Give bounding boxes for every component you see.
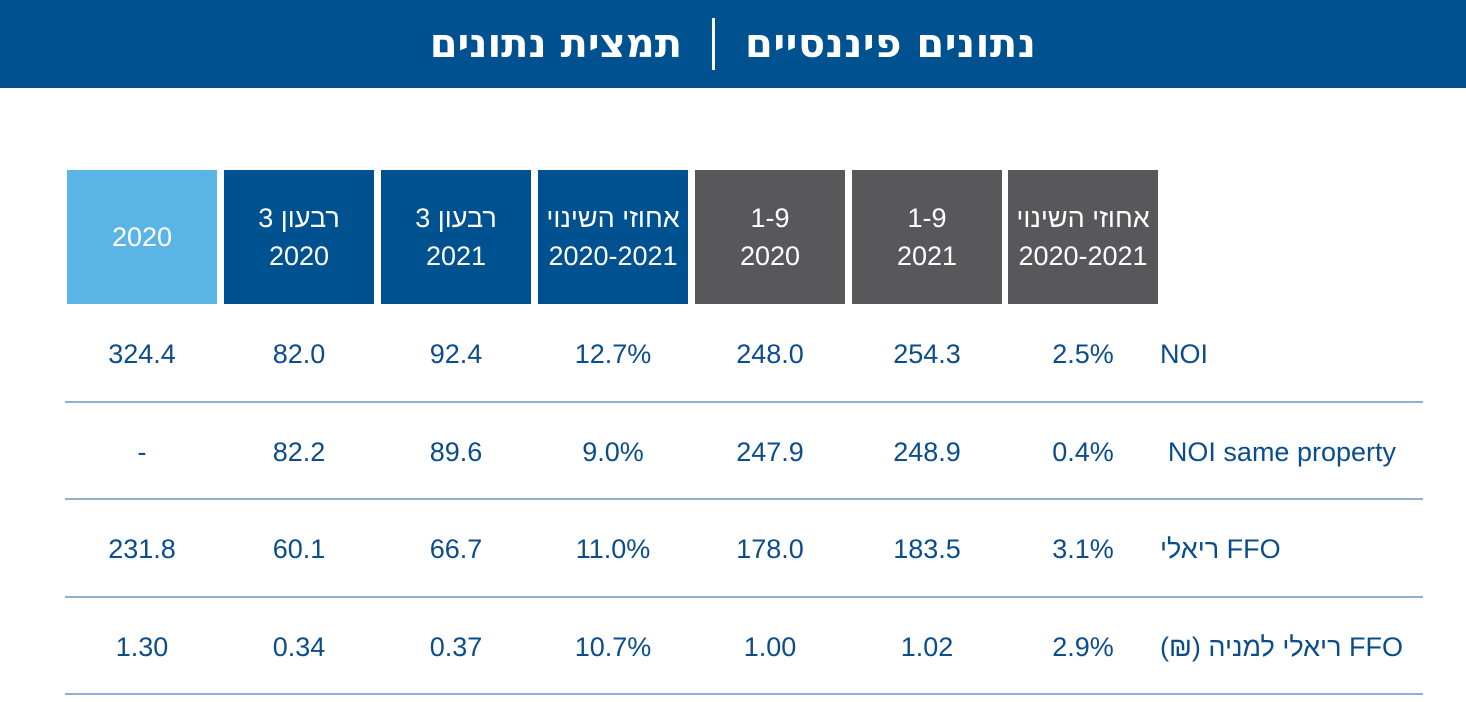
cell-2020-annual: -	[137, 437, 147, 467]
cell-9m-2020: 248.0	[736, 339, 804, 369]
header-col-9m-change: אחוזי השינוי 2020-2021	[1008, 170, 1158, 304]
cell-2020-annual: 324.4	[108, 339, 176, 369]
header-line1: 2020	[111, 222, 173, 252]
row-divider	[65, 401, 1423, 403]
cell-2020-annual: 1.30	[115, 632, 169, 662]
cell-9m-2020: 178.0	[736, 534, 804, 564]
cell-9m-change: 0.4%	[1052, 437, 1114, 467]
row-divider	[65, 596, 1423, 598]
row-label: FFO ריאלי למניה (₪)	[1160, 632, 1403, 662]
header-line1: 1-9	[907, 203, 947, 233]
cell-2020-annual: 231.8	[108, 534, 176, 564]
banner-title-main: נתונים פיננסיים	[745, 21, 1037, 67]
header-col-9m-2021: 1-9 2021	[852, 170, 1002, 304]
cell-9m-change: 3.1%	[1052, 534, 1114, 564]
header-line1: רבעון 3	[415, 203, 497, 233]
header-line1: 1-9	[750, 203, 790, 233]
cell-q3-2020: 60.1	[272, 534, 326, 564]
header-line2: 2020-2021	[1018, 241, 1148, 271]
cell-q3-change: 9.0%	[582, 437, 644, 467]
cell-q3-2020: 0.34	[272, 632, 326, 662]
header-col-q3-change: אחוזי השינוי 2020-2021	[538, 170, 688, 304]
header-col-9m-2020: 1-9 2020	[695, 170, 845, 304]
cell-9m-2021: 248.9	[893, 437, 961, 467]
row-divider	[65, 498, 1423, 500]
cell-9m-change: 2.9%	[1052, 632, 1114, 662]
cell-q3-change: 11.0%	[575, 534, 651, 564]
row-divider	[65, 693, 1423, 695]
row-label: FFO ריאלי	[1160, 534, 1281, 564]
header-line1: אחוזי השינוי	[1016, 203, 1150, 233]
header-line1: אחוזי השינוי	[546, 203, 680, 233]
cell-q3-change: 10.7%	[574, 632, 652, 662]
header-line2: 2020	[268, 241, 330, 271]
cell-q3-2020: 82.2	[272, 437, 326, 467]
header-col-q3-2020: רבעון 3 2020	[224, 170, 374, 304]
banner-title-sub: תמצית נתונים	[429, 21, 683, 67]
cell-q3-2021: 66.7	[429, 534, 483, 564]
cell-9m-2020: 1.00	[743, 632, 797, 662]
cell-q3-2021: 89.6	[429, 437, 483, 467]
header-line2: 2021	[896, 241, 958, 271]
cell-q3-2020: 82.0	[272, 339, 326, 369]
header-col-2020-annual: 2020	[67, 170, 217, 304]
cell-q3-2021: 92.4	[429, 339, 483, 369]
title-banner: נתונים פיננסיים תמצית נתונים	[0, 0, 1466, 88]
cell-9m-2020: 247.9	[736, 437, 804, 467]
cell-9m-2021: 254.3	[893, 339, 961, 369]
cell-q3-change: 12.7%	[574, 339, 652, 369]
row-label: NOI same property	[1167, 437, 1396, 467]
cell-9m-change: 2.5%	[1052, 339, 1114, 369]
header-line1: רבעון 3	[258, 203, 340, 233]
banner-separator	[712, 18, 716, 70]
header-col-q3-2021: רבעון 3 2021	[381, 170, 531, 304]
cell-q3-2021: 0.37	[429, 632, 483, 662]
header-line2: 2020-2021	[548, 241, 678, 271]
header-line2: 2021	[425, 241, 487, 271]
cell-9m-2021: 183.5	[893, 534, 961, 564]
row-label: NOI	[1160, 339, 1209, 369]
header-line2: 2020	[739, 241, 801, 271]
cell-9m-2021: 1.02	[900, 632, 954, 662]
